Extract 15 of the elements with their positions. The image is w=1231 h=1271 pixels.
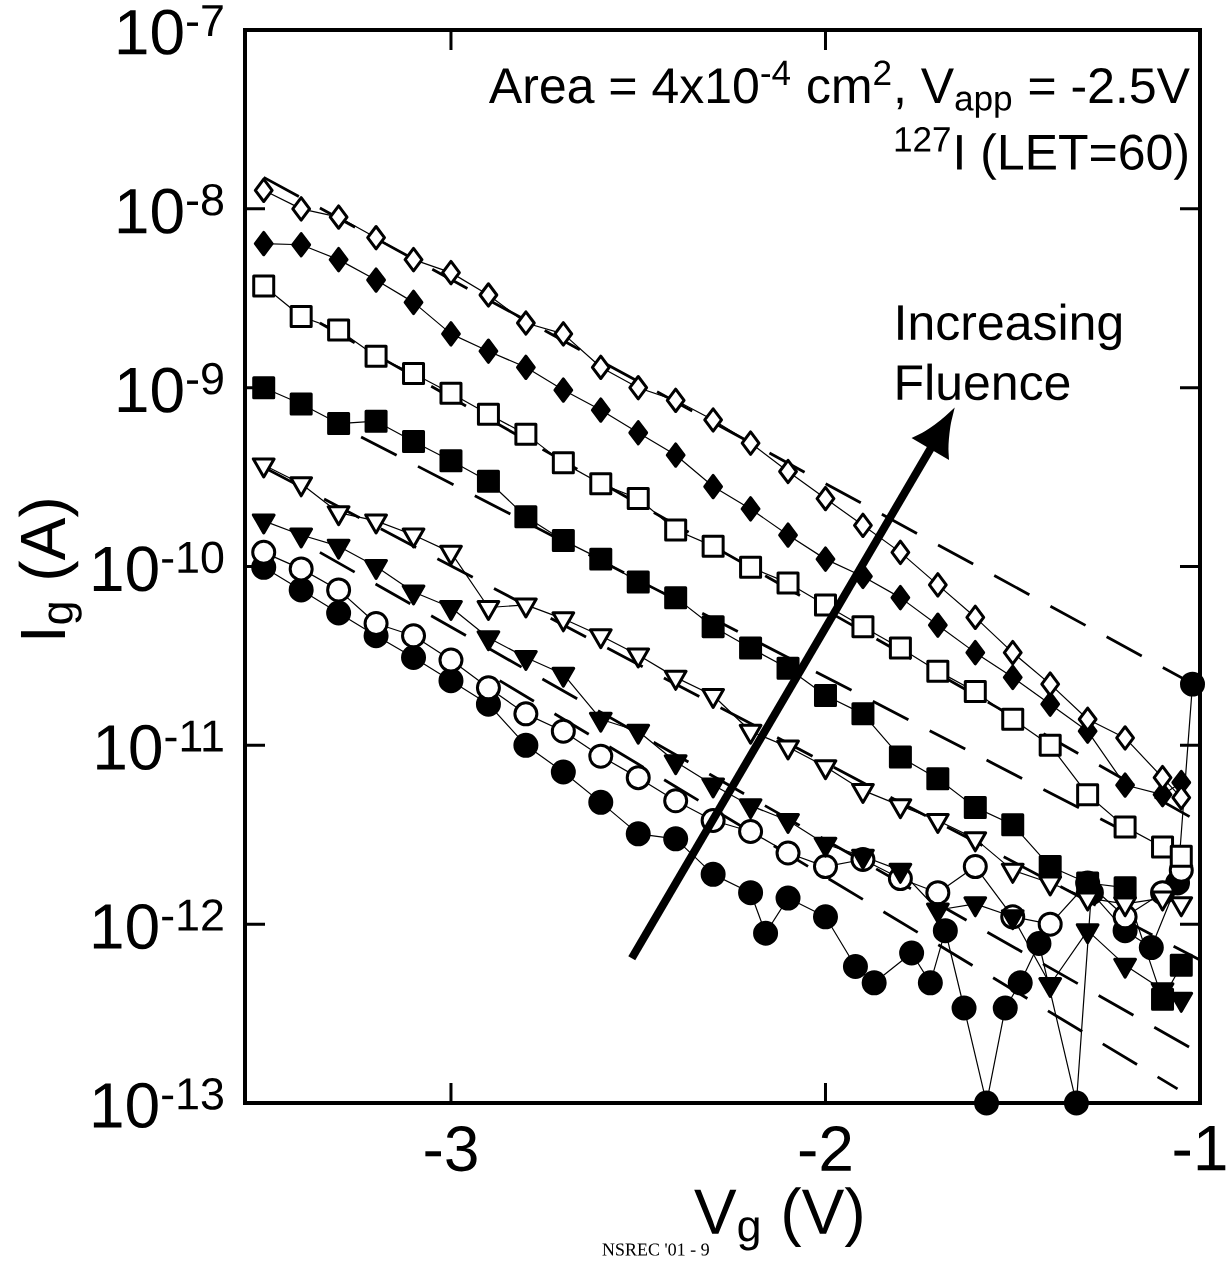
annotation: Area = 4x10$^{-4}$ cm$^{2}$, V$_{app}$ = -2.5V <box>488 60 1190 118</box>
y-tick-label: 10$^{-9}$ <box>118 362 223 413</box>
annotation: $^{127}$I (LET=60) <box>895 127 1187 180</box>
y-tick-label: 10$^{-13}$ <box>93 1078 223 1129</box>
y-tick-label: 10$^{-7}$ <box>118 5 223 55</box>
annotation: Increasing Fluence <box>897 303 1121 401</box>
y-tick-label: 10$^{-8}$ <box>118 183 223 234</box>
y-tick-label: 10$^{-11}$ <box>97 720 223 771</box>
text: NSREC '01 - 9 <box>602 1243 709 1256</box>
x-tick-label: -1 <box>1174 1126 1226 1171</box>
x-tick-label: -3 <box>425 1126 477 1172</box>
y-axis-title: I$_{g}$ (A) <box>18 500 82 638</box>
y-tick-label: 10$^{-12}$ <box>93 899 223 950</box>
y-tick-label: 10$^{-10}$ <box>93 541 224 592</box>
x-tick-label: -2 <box>799 1126 851 1171</box>
